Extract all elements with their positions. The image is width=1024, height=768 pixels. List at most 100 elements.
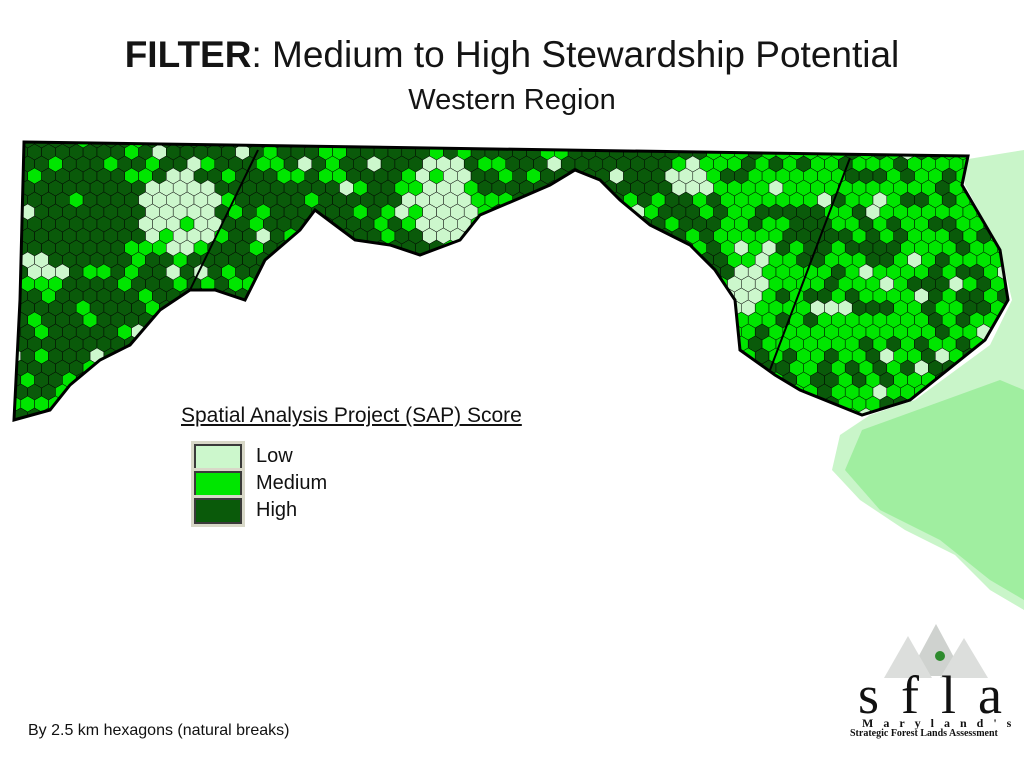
hexagon-cell	[443, 528, 457, 544]
hexagon-cell	[318, 287, 333, 305]
hexagon-cell	[671, 251, 687, 269]
hexagon-cell	[478, 540, 492, 556]
hexagon-cell	[761, 383, 777, 401]
hexagon-cell	[276, 311, 292, 329]
hexagon-cell	[159, 347, 174, 365]
hexagon-cell	[90, 468, 104, 484]
hexagon-cell	[574, 371, 590, 389]
hexagon-cell	[512, 383, 527, 401]
hexagon-cell	[76, 492, 90, 508]
hexagon-cell	[318, 263, 333, 281]
hexagon-cell	[706, 407, 721, 420]
hexagon-cell	[908, 540, 922, 556]
hexagon-cell	[741, 419, 756, 420]
hexagon-cell	[152, 480, 166, 496]
hexagon-cell	[263, 528, 277, 544]
hexagon-cell	[692, 407, 707, 420]
hexagon-cell	[637, 359, 652, 377]
hexagon-cell	[838, 540, 852, 556]
hexagon-cell	[499, 552, 513, 568]
hexagon-cell	[547, 227, 562, 245]
hexagon-cell	[866, 540, 880, 556]
hexagon-cell	[533, 371, 548, 389]
hexagon-cell	[588, 251, 604, 269]
hexagon-cell	[887, 528, 901, 544]
legend-item-low: Low	[194, 443, 293, 470]
hexagon-cell	[574, 142, 590, 149]
hexagon-cell	[394, 323, 410, 341]
hexagon-cell	[603, 492, 617, 508]
hexagon-cell	[679, 552, 693, 568]
hexagon-cell	[346, 263, 361, 281]
hexagon-cell	[595, 311, 610, 329]
hexagon-cell	[14, 552, 28, 568]
hexagon-cell	[540, 504, 554, 520]
hexagon-cell	[762, 552, 776, 568]
hexagon-cell	[713, 347, 728, 365]
hexagon-cell	[707, 480, 721, 496]
hexagon-cell	[818, 528, 832, 544]
hexagon-cell	[769, 468, 783, 484]
hexagon-cell	[706, 335, 721, 353]
hexagon-cell	[623, 407, 638, 420]
hexagon-cell	[623, 263, 638, 281]
hexagon-cell	[866, 516, 880, 532]
hexagon-cell	[477, 347, 493, 365]
hexagon-cell	[374, 432, 388, 448]
hexagon-cell	[124, 407, 139, 420]
hexagon-cell	[42, 456, 56, 472]
hexagon-cell	[69, 407, 84, 420]
hexagon-cell	[513, 480, 527, 496]
hexagon-cell	[138, 383, 153, 401]
hexagon-cell	[402, 528, 416, 544]
hexagon-cell	[728, 540, 742, 556]
hexagon-cell	[194, 552, 208, 568]
hexagon-cell	[172, 299, 188, 317]
hexagon-cell	[290, 383, 306, 401]
hexagon-cell	[512, 359, 527, 377]
hexagon-cell	[367, 468, 381, 484]
hexagon-cell	[721, 456, 735, 472]
hexagon-cell	[657, 251, 673, 269]
hexagon-cell	[526, 335, 541, 353]
hexagon-cell	[103, 419, 119, 420]
hexagon-cell	[582, 480, 596, 496]
hexagon-cell	[283, 347, 299, 365]
hexagon-cell	[747, 383, 763, 401]
hexagon-cell	[671, 419, 687, 420]
hexagon-cell	[304, 335, 319, 353]
hexagon-cell	[534, 564, 548, 580]
hexagon-cell	[707, 432, 721, 448]
hexagon-cell	[720, 359, 735, 377]
hexagon-cell	[644, 371, 659, 389]
hexagon-cell	[644, 540, 658, 556]
hexagon-cell	[110, 407, 125, 420]
hexagon-cell	[471, 552, 485, 568]
hexagon-cell	[623, 287, 638, 305]
hexagon-cell	[457, 528, 471, 544]
hexagon-cell	[685, 275, 700, 293]
hexagon-cell	[484, 239, 500, 257]
hexagon-cell	[540, 287, 555, 305]
sfla-logo: sfla Maryland's Strategic Forest Lands A…	[848, 620, 1024, 740]
hexagon-cell	[761, 407, 777, 420]
hexagon-cell	[416, 528, 430, 544]
hexagon-cell	[395, 468, 409, 484]
hexagon-cell	[14, 419, 22, 420]
hexagon-cell	[131, 395, 146, 413]
hexagon-cell	[318, 311, 333, 329]
hexagon-cell	[741, 468, 755, 484]
hexagon-cell	[700, 468, 714, 484]
hexagon-cell	[534, 444, 548, 460]
hexagon-cell	[811, 468, 825, 484]
legend-item-high: High	[194, 497, 297, 524]
hexagon-cell	[138, 335, 153, 353]
hexagon-cell	[125, 480, 139, 496]
hexagon-cell	[754, 419, 770, 420]
hexagon-cell	[366, 371, 382, 389]
hexagon-cell	[741, 564, 755, 580]
hexagon-cell	[436, 275, 451, 293]
hexagon-cell	[374, 456, 388, 472]
hexagon-cell	[21, 516, 35, 532]
hexagon-cell	[602, 299, 617, 317]
